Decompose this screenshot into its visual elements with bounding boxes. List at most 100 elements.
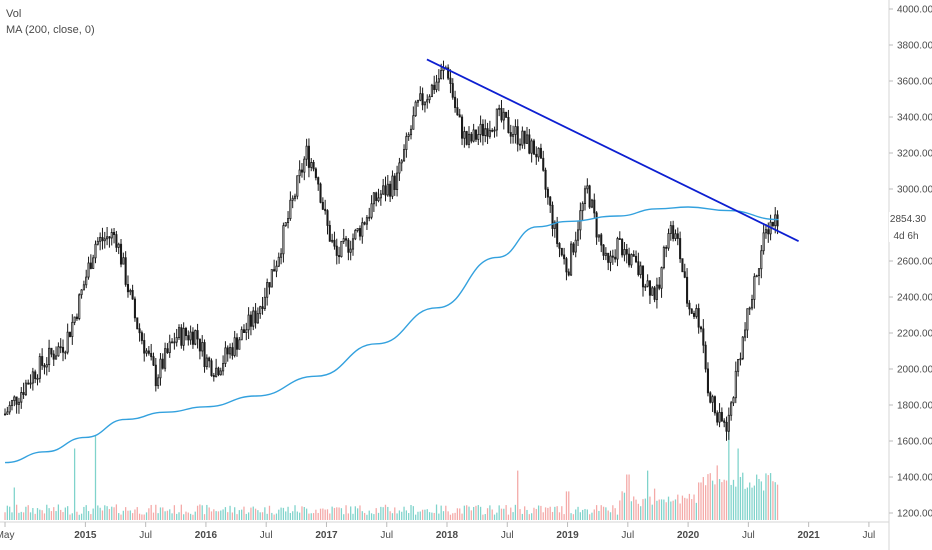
volume-legend-label[interactable]: Vol [6, 8, 22, 20]
volume-bar [196, 505, 199, 520]
volume-bar [503, 508, 505, 520]
volume-bar [466, 505, 468, 520]
volume-bar [245, 513, 247, 520]
candle-body [632, 254, 635, 257]
volume-bar [285, 511, 287, 520]
candle-body [247, 314, 250, 331]
bar-countdown: 4d 6h [893, 231, 918, 242]
candle-body [405, 136, 408, 150]
candle-body [535, 153, 538, 158]
volume-bar [486, 508, 489, 520]
candle-body [382, 185, 385, 195]
volume-bar [623, 492, 626, 520]
volume-bar [751, 487, 753, 520]
candle-body [454, 96, 457, 109]
volume-bar [275, 513, 278, 520]
candle-body [150, 352, 153, 358]
volume-bar [756, 474, 758, 520]
y-tick-label: 3600.00 [897, 77, 932, 88]
candle-body [704, 344, 707, 370]
x-tick-label: 2020 [677, 530, 700, 541]
candle-body [263, 296, 266, 309]
volume-bar [4, 512, 6, 520]
candle-body [171, 341, 174, 344]
volume-bar [744, 488, 746, 520]
candle-body [776, 214, 779, 227]
volume-bar [296, 511, 298, 520]
volume-bar [408, 513, 410, 520]
candle-body [152, 356, 155, 366]
volume-bar [521, 513, 523, 520]
volume-bar [319, 508, 322, 520]
volume-bar [570, 513, 572, 520]
candle-body [602, 244, 605, 256]
volume-bar [737, 448, 739, 520]
candle-body [679, 238, 682, 260]
x-tick-label: Jul [501, 530, 514, 541]
volume-bar [709, 473, 711, 520]
x-tick-label: 2018 [436, 530, 459, 541]
candle-body [312, 161, 315, 170]
candle-body [52, 353, 55, 360]
volume-bar [131, 513, 134, 520]
volume-bar [691, 499, 693, 520]
candle-body [10, 400, 14, 406]
candle-body [113, 232, 116, 236]
candle-body [215, 367, 218, 378]
candle-body [365, 217, 368, 225]
candle-body [551, 204, 554, 229]
volume-bar [203, 514, 206, 520]
volume-bar [27, 505, 29, 520]
candle-body [709, 392, 712, 403]
volume-bar [667, 496, 670, 520]
candle-body [280, 253, 283, 258]
candle-body [159, 358, 162, 379]
volume-bar [11, 512, 13, 520]
ma-legend-label[interactable]: MA (200, close, 0) [6, 24, 95, 36]
volume-bar [125, 507, 127, 520]
candle-body [630, 254, 633, 266]
candle-body [741, 336, 744, 360]
volume-bar [746, 487, 749, 520]
candle-body [637, 261, 640, 275]
volume-bar [338, 507, 340, 520]
volume-bar [579, 512, 581, 520]
candle-body [433, 84, 436, 91]
volume-bar [607, 510, 609, 520]
candle-body [500, 107, 503, 121]
volume-bar [6, 505, 8, 520]
candle-body [458, 114, 461, 118]
candle-body [639, 265, 642, 275]
volume-bar [431, 512, 433, 520]
trendline[interactable] [426, 58, 799, 243]
candle-body [61, 346, 65, 353]
candle-body [440, 70, 443, 80]
candle-body [15, 396, 18, 405]
volume-bar [602, 506, 605, 520]
candle-body [484, 128, 487, 137]
volume-bar [449, 514, 452, 520]
volume-bar [315, 509, 317, 520]
volume-bar [672, 500, 674, 520]
candle-body [398, 162, 401, 174]
volume-bar [166, 510, 169, 520]
volume-bar [563, 514, 565, 520]
candle-body [210, 360, 213, 376]
candle-body [133, 298, 136, 319]
candle-body [472, 129, 475, 142]
volume-bar [99, 507, 101, 520]
candle-body [391, 175, 394, 197]
x-tick-label: 2021 [798, 530, 821, 541]
time-axis[interactable]: May 2015 Jul 2016 Jul 2017 Jul 2018 Jul 2019 Jul 20… [0, 522, 875, 541]
candle-body [498, 107, 501, 110]
candle-body [259, 306, 262, 315]
candle-body [653, 287, 656, 300]
candle-body [470, 133, 473, 142]
candle-body [106, 236, 109, 240]
candle-body [625, 249, 628, 255]
candle-body [222, 363, 225, 372]
volume-bar [769, 473, 772, 520]
volume-bar [210, 511, 213, 520]
volume-bar [412, 506, 414, 520]
